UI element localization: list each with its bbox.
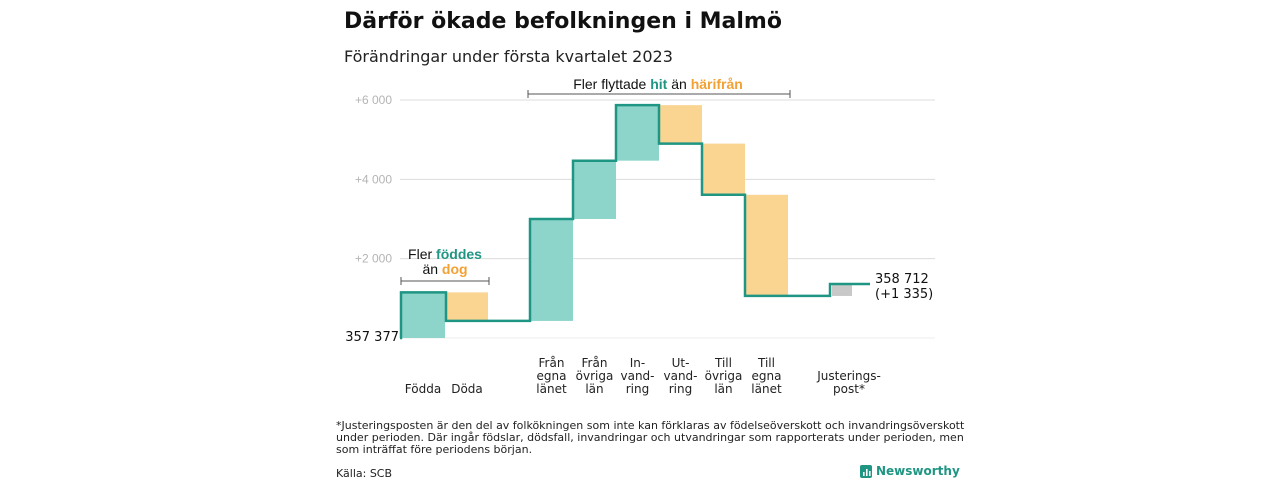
footnote-line-1: *Justeringsposten är den del av folkökni… (336, 419, 965, 432)
category-label: vand- (663, 369, 697, 383)
category-label: Till (714, 356, 732, 370)
category-label: övriga (576, 369, 614, 383)
category-label: In- (630, 356, 645, 370)
category-label: länet (536, 382, 567, 396)
bar-tillegnalänet (745, 194, 788, 296)
category-label: vand- (620, 369, 654, 383)
bar-ut-vand-ring (659, 105, 702, 144)
bar-frånegnalänet (530, 218, 573, 321)
step-line-group (399, 103, 870, 340)
bars-group (401, 105, 852, 338)
bar-tillövrigalän (702, 143, 745, 195)
chart-subtitle: Förändringar under första kvartalet 2023 (344, 47, 673, 66)
footnote-line-2: under perioden. Där ingår födslar, dödsf… (336, 431, 964, 444)
category-label: Från (539, 356, 565, 370)
cumulative-step-line (399, 103, 870, 340)
category-labels: Födda DödaFrånegnalänetFrånövrigalänIn-va… (405, 356, 881, 396)
y-tick-label: +2 000 (355, 252, 392, 266)
y-tick-label: +6 000 (355, 93, 392, 107)
logo-icon-bar-3 (869, 471, 871, 476)
end-change-label: (+1 335) (875, 287, 933, 302)
logo-icon-bar-1 (863, 472, 865, 476)
end-value-label: 358 712 (875, 272, 929, 287)
category-label: egna (752, 369, 782, 383)
category-label: Ut- (672, 356, 690, 370)
category-label: Från (582, 356, 608, 370)
category-label: egna (537, 369, 567, 383)
logo-icon-bar-2 (866, 469, 868, 476)
y-tick-label: +4 000 (355, 172, 392, 186)
category-label: ring (626, 382, 650, 396)
births-annotation: Fler föddes än dog (400, 246, 490, 285)
category-label: post* (833, 382, 865, 396)
moves-annotation: Fler flyttade hit än härifrån (527, 76, 791, 98)
births-annotation-line2: än dog (422, 261, 467, 277)
category-label: Justerings- (816, 369, 881, 383)
bar-in-vand-ring (616, 105, 659, 161)
moves-annotation-text: Fler flyttade hit än härifrån (573, 76, 743, 92)
newsworthy-logo-text: Newsworthy (876, 464, 960, 478)
category-label: Döda (451, 382, 483, 396)
source-label: Källa: SCB (336, 467, 392, 480)
newsworthy-logo[interactable]: Newsworthy (860, 464, 960, 478)
bar-justerings-post- (832, 284, 852, 296)
category-label: län (714, 382, 732, 396)
category-label: övriga (705, 369, 743, 383)
start-value-label: 357 377 (345, 330, 399, 345)
category-label: ring (669, 382, 693, 396)
bar-döda (446, 292, 488, 321)
bar-frånövrigalän (573, 160, 616, 219)
y-axis-ticks: +2 000 +4 000 +6 000 (355, 93, 392, 266)
births-annotation-line1: Fler föddes (408, 246, 482, 262)
category-label: Till (757, 356, 775, 370)
gridlines (400, 99, 935, 339)
footnote-line-3: som inträffat före periodens början. (336, 443, 532, 456)
bar-födda (401, 292, 445, 338)
category-label: länet (751, 382, 782, 396)
category-label: Födda (405, 382, 441, 396)
category-label: län (585, 382, 603, 396)
chart-title: Därför ökade befolkningen i Malmö (344, 9, 782, 34)
